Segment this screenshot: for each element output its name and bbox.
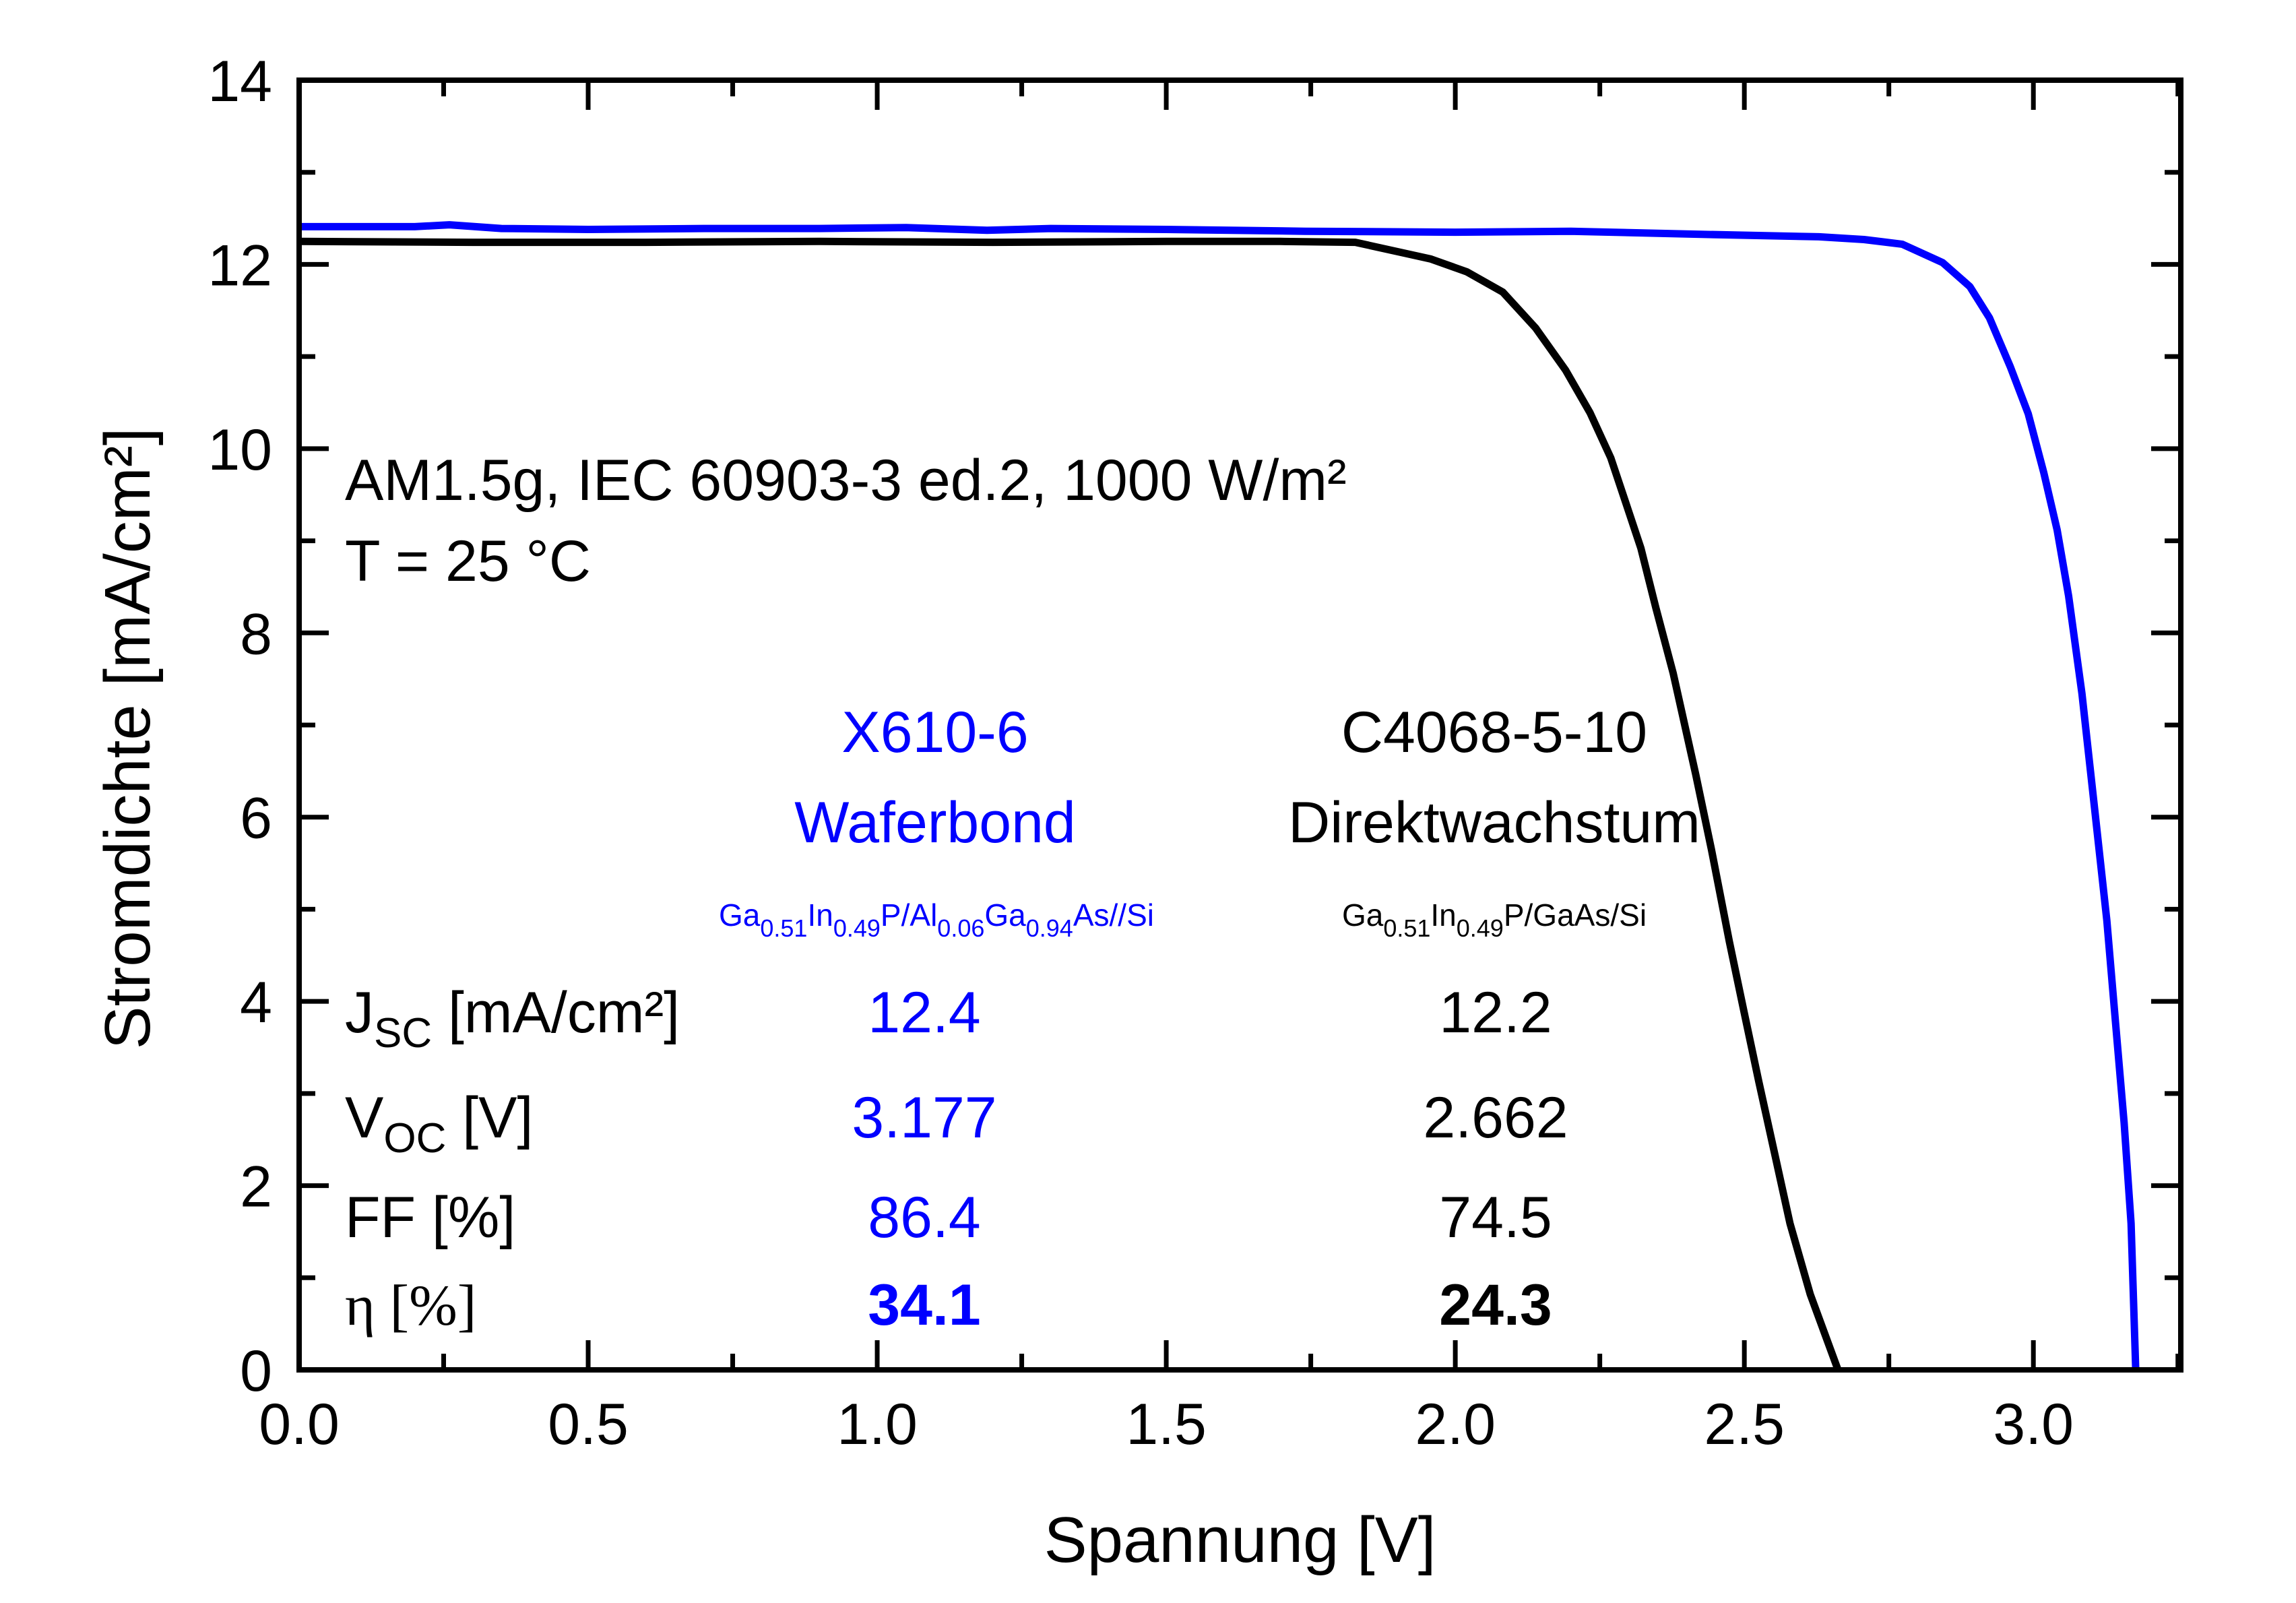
conditions-line-2: T = 25 °C — [345, 529, 591, 594]
parameter-unit: [mA/cm²] — [432, 980, 680, 1045]
y-tick-label: 10 — [208, 418, 272, 482]
sample-1-voc: 3.177 — [852, 1086, 996, 1150]
sample-2-ff: 74.5 — [1439, 1185, 1552, 1250]
sample-2-values: 12.2 2.662 74.5 24.3 — [1423, 980, 1568, 1338]
x-tick-label: 1.0 — [837, 1392, 918, 1457]
parameter-symbol: η — [345, 1273, 375, 1338]
parameter-label: FF [%] — [345, 1185, 515, 1250]
ticks-layer: 0.0 0.5 1.0 1.5 2.0 2.5 3.0 0 2 4 6 8 10 12 14 — [208, 49, 2181, 1457]
conditions-line-1: AM1.5g, IEC 60903-3 ed.2, 1000 W/m² — [345, 448, 1347, 513]
formula-subscript: 0.51 — [1383, 914, 1430, 942]
y-tick-label: 0 — [240, 1339, 272, 1404]
formula-part: P/Al — [881, 898, 937, 933]
sample-1-values: 12.4 3.177 86.4 34.1 — [852, 980, 996, 1338]
formula-part: Ga — [984, 898, 1026, 933]
sample-1-structure: Ga0.51​In0.49​P/Al0.06​Ga0.94​As//Si — [719, 898, 1154, 942]
y-tick-label: 2 — [240, 1155, 272, 1220]
parameter-labels: JSC [mA/cm²]VOC [V]FF [%]η [%] — [345, 980, 680, 1338]
x-tick-label: 0.5 — [548, 1392, 629, 1457]
x-tick-label: 3.0 — [1993, 1392, 2074, 1457]
parameter-unit: [%] — [375, 1273, 476, 1338]
formula-part: In — [807, 898, 833, 933]
y-tick-label: 8 — [240, 602, 272, 666]
parameter-unit: [V] — [446, 1086, 533, 1150]
parameter-symbol: V — [345, 1086, 383, 1150]
sample-2-voc: 2.662 — [1423, 1086, 1568, 1150]
series-line-c4068-5-10 — [298, 237, 1842, 1371]
formula-subscript: 0.49 — [1457, 914, 1504, 942]
formula-subscript: 0.51 — [760, 914, 807, 942]
x-tick-label: 0.0 — [259, 1392, 340, 1457]
sample-1-eta: 34.1 — [868, 1273, 980, 1338]
parameter-label: η [%] — [345, 1273, 476, 1338]
parameter-symbol: J — [345, 980, 374, 1045]
formula-part: In — [1430, 898, 1456, 933]
sample-1-id: X610-6 — [841, 700, 1028, 765]
sample-2-jsc: 12.2 — [1439, 980, 1552, 1045]
formula-part: Ga — [719, 898, 761, 933]
y-tick-label: 12 — [208, 233, 272, 298]
sample-2-eta: 24.3 — [1439, 1273, 1552, 1338]
y-tick-label: 14 — [208, 49, 272, 114]
formula-subscript: 0.94 — [1026, 914, 1073, 942]
sample-1-jsc: 12.4 — [868, 980, 980, 1045]
sample-1-method: Waferbond — [794, 790, 1076, 855]
parameter-unit: [%] — [416, 1185, 515, 1250]
sample-2-method: Direktwachstum — [1288, 790, 1700, 855]
x-tick-label: 1.5 — [1126, 1392, 1207, 1457]
formula-subscript: 0.49 — [833, 914, 881, 942]
formula-part: Ga — [1342, 898, 1384, 933]
series-layer — [298, 221, 2140, 1371]
x-tick-label: 2.0 — [1415, 1392, 1496, 1457]
formula-subscript: 0.06 — [937, 914, 984, 942]
series-line-x610-6 — [299, 221, 2140, 1371]
y-tick-label: 6 — [240, 786, 272, 851]
y-tick-label: 4 — [240, 970, 272, 1035]
formula-part: P/GaAs/Si — [1504, 898, 1647, 933]
x-tick-label: 2.5 — [1704, 1392, 1785, 1457]
parameter-label: VOC [V] — [345, 1086, 533, 1162]
sample-2-structure: Ga0.51​In0.49​P/GaAs/Si — [1342, 898, 1647, 942]
parameter-symbol: FF — [345, 1185, 416, 1250]
parameter-subscript: SC — [374, 1010, 432, 1057]
plot-frame — [296, 77, 2183, 1373]
sample-1-ff: 86.4 — [868, 1185, 980, 1250]
sample-2-id: C4068-5-10 — [1341, 700, 1647, 765]
formula-part: As//Si — [1073, 898, 1154, 933]
x-axis-title: Spannung [V] — [1044, 1504, 1436, 1576]
parameter-subscript: OC — [383, 1115, 446, 1162]
y-axis-title: Stromdichte [mA/cm²] — [92, 428, 164, 1050]
parameter-label: JSC [mA/cm²] — [345, 980, 680, 1057]
